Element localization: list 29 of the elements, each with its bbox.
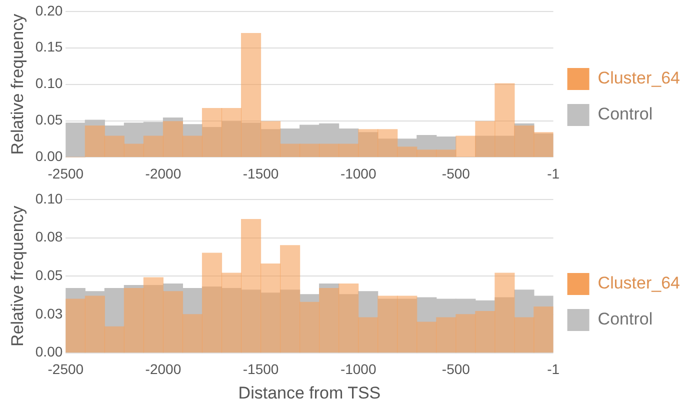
y-tick-label: 0.08 [35, 228, 63, 245]
x-axis-title: Distance from TSS [238, 383, 381, 402]
x-tick-label: -1500 [242, 165, 279, 182]
legend-label: Cluster_64 [598, 68, 680, 88]
y-tick-label: 0.10 [35, 75, 63, 92]
y-axis-title: Relative frequency [8, 205, 27, 347]
y-tick-label: 0.03 [35, 305, 63, 322]
y-tick-label: 0.05 [35, 112, 63, 128]
x-tick-label: -1 [547, 165, 560, 182]
x-tick-label: -1000 [340, 361, 376, 378]
y-tick-label: 0.15 [35, 38, 63, 55]
legend-label: Control [598, 104, 653, 124]
y-tick-label: 0.20 [35, 2, 63, 18]
legend-label: Cluster_64 [598, 274, 680, 293]
y-tick-label: 0.00 [35, 148, 63, 164]
x-tick-label: -2500 [48, 361, 84, 378]
x-tick-label: -2000 [145, 361, 182, 378]
x-tick-label: -2500 [48, 165, 84, 182]
x-tick-label: -2000 [145, 165, 182, 182]
x-tick-label: -500 [442, 165, 470, 182]
x-tick-label: -1000 [340, 165, 376, 182]
y-tick-label: 0.10 [35, 190, 63, 206]
y-axis-title: Relative frequency [8, 13, 27, 155]
x-tick-label: -1500 [242, 361, 279, 378]
x-tick-label: -1 [547, 361, 560, 378]
legend-label: Control [598, 310, 653, 329]
x-tick-label: -500 [442, 361, 470, 378]
y-tick-label: 0.05 [35, 266, 63, 283]
y-tick-label: 0.00 [35, 344, 63, 360]
